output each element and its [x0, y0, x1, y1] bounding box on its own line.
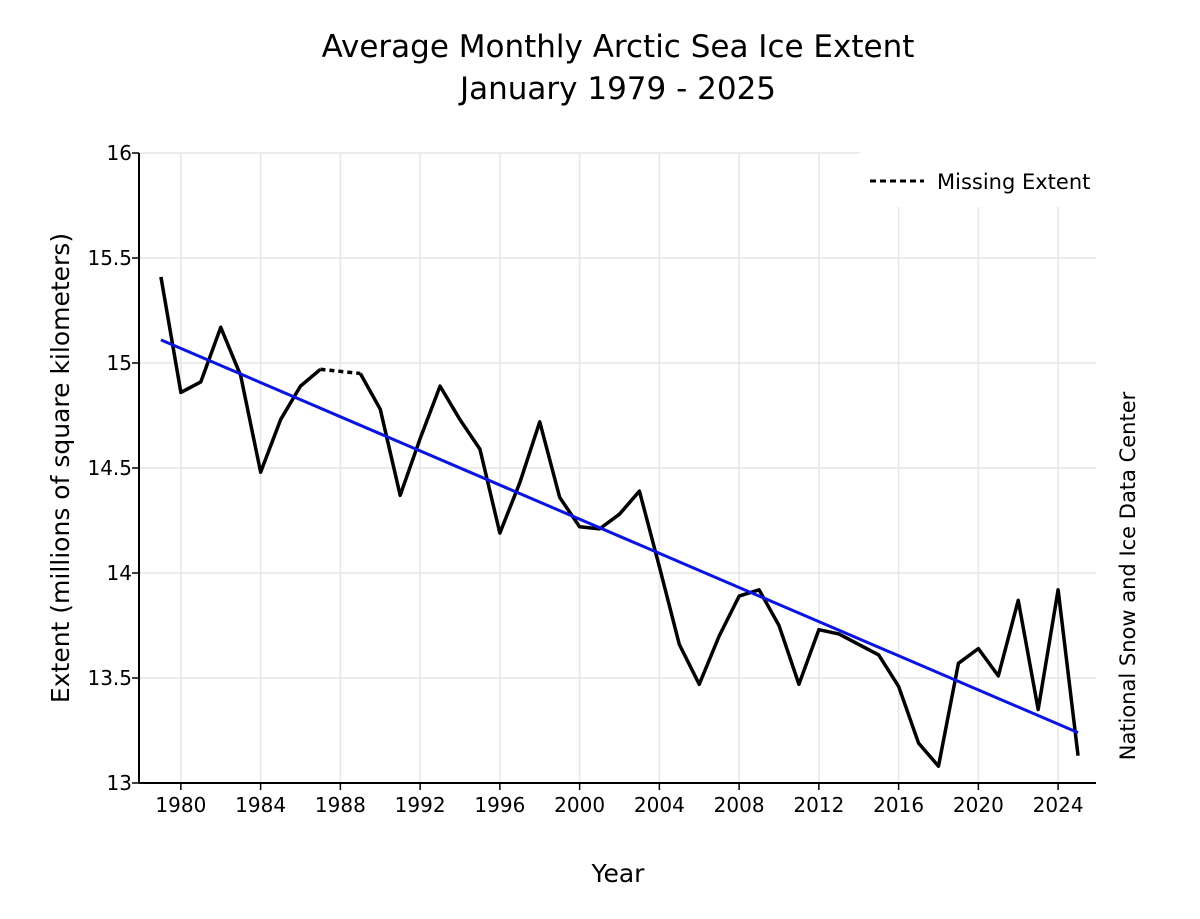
y-tick-label: 13 — [107, 771, 132, 795]
credit-label: National Snow and Ice Data Center — [1116, 391, 1140, 760]
y-tick-label: 15.5 — [87, 246, 132, 270]
y-tick-label: 13.5 — [87, 666, 132, 690]
chart-subtitle: January 1979 - 2025 — [458, 71, 776, 107]
missing-extent-line — [320, 367, 361, 376]
x-tick-label: 1992 — [395, 793, 446, 817]
y-tick-label: 15 — [107, 351, 132, 375]
legend-label-missing-extent: Missing Extent — [937, 170, 1090, 194]
trend-line — [160, 338, 1079, 734]
x-tick-label: 1980 — [155, 793, 206, 817]
extent-series-line — [358, 372, 1080, 768]
x-tick-label: 2024 — [1033, 793, 1084, 817]
axes — [132, 152, 1096, 790]
tick-labels: 13 13.5 14 14.5 15 15.5 16 1980 1984 1988 1992 1996… — [87, 141, 1083, 817]
chart-title: Average Monthly Arctic Sea Ice Extent — [322, 29, 915, 65]
x-tick-label: 1984 — [235, 793, 286, 817]
x-axis-label: Year — [591, 859, 646, 888]
x-tick-label: 1988 — [315, 793, 366, 817]
y-tick-label: 14.5 — [87, 456, 132, 480]
legend: Missing Extent — [870, 170, 1090, 194]
grid-lines — [139, 152, 1096, 783]
x-tick-label: 1996 — [474, 793, 525, 817]
x-tick-label: 2020 — [953, 793, 1004, 817]
y-tick-label: 16 — [107, 141, 132, 165]
x-tick-label: 2008 — [714, 793, 765, 817]
x-tick-label: 2000 — [554, 793, 605, 817]
y-axis-label: Extent (millions of square kilometers) — [46, 233, 75, 703]
data-series — [159, 276, 1080, 768]
x-tick-label: 2004 — [634, 793, 685, 817]
x-tick-label: 2016 — [873, 793, 924, 817]
x-tick-label: 2012 — [793, 793, 844, 817]
y-tick-label: 14 — [107, 561, 132, 585]
